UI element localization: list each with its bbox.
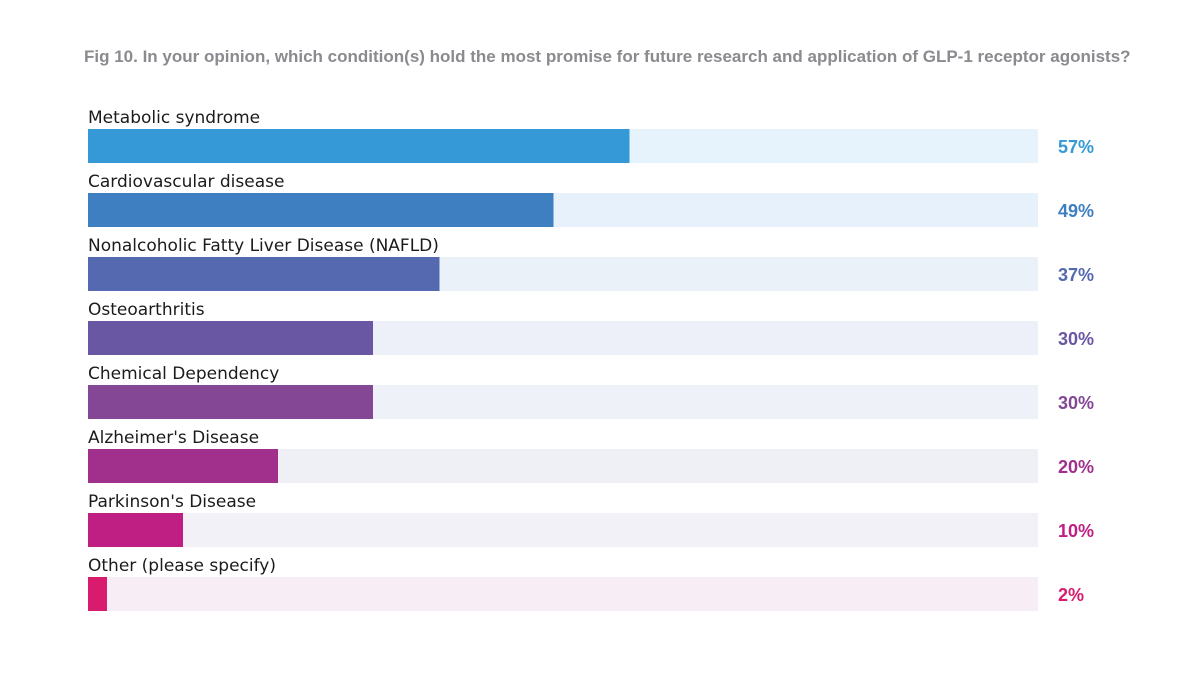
bar-track: [88, 513, 1038, 547]
category-label: Metabolic syndrome: [88, 108, 260, 128]
bar: [88, 257, 440, 291]
value-label: 30%: [1058, 329, 1094, 349]
category-label: Nonalcoholic Fatty Liver Disease (NAFLD): [88, 236, 439, 256]
value-label: 10%: [1058, 521, 1094, 541]
bar: [88, 513, 183, 547]
category-label: Alzheimer's Disease: [88, 428, 259, 448]
bar: [88, 193, 554, 227]
category-label: Other (please specify): [88, 556, 276, 576]
bar-track: [88, 577, 1038, 611]
value-label: 49%: [1058, 201, 1094, 221]
bar: [88, 321, 373, 355]
category-label: Cardiovascular disease: [88, 172, 284, 192]
bar: [88, 577, 107, 611]
value-label: 37%: [1058, 265, 1094, 285]
value-label: 2%: [1058, 585, 1084, 605]
category-label: Chemical Dependency: [88, 364, 279, 384]
chart-title: Fig 10. In your opinion, which condition…: [84, 47, 1131, 66]
bar: [88, 385, 373, 419]
bar: [88, 449, 278, 483]
value-label: 57%: [1058, 137, 1094, 157]
bar: [88, 129, 630, 163]
value-label: 30%: [1058, 393, 1094, 413]
value-label: 20%: [1058, 457, 1094, 477]
category-label: Parkinson's Disease: [88, 492, 256, 512]
category-label: Osteoarthritis: [88, 300, 205, 320]
